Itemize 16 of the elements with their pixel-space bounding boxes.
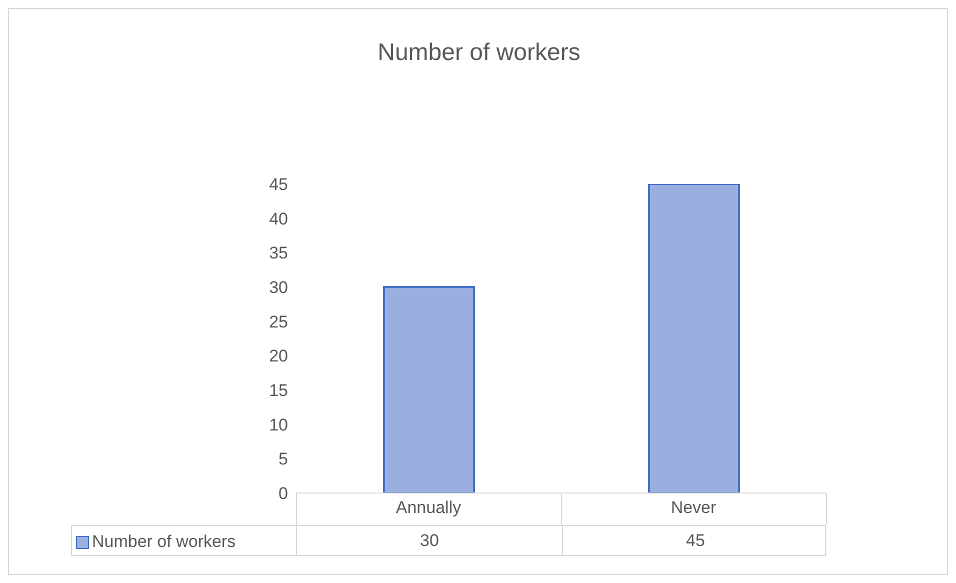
x-tick-label: Annually	[396, 498, 462, 518]
chart-title: Number of workers	[376, 39, 582, 67]
y-tick-label: 30	[269, 278, 288, 298]
y-tick-label: 15	[269, 381, 288, 400]
x-tick-label: Never	[670, 498, 717, 518]
y-tick-label: 10	[269, 415, 288, 434]
y-tick-label: 35	[269, 244, 288, 263]
legend-label: Number of workers	[92, 532, 236, 552]
y-tick-label: 0	[278, 484, 288, 504]
y-tick-label: 40	[269, 209, 288, 228]
y-tick-label: 25	[269, 312, 288, 332]
y-tick-label: 20	[269, 346, 288, 366]
y-tick-label: 5	[278, 450, 288, 469]
data-label: 30	[419, 530, 440, 552]
y-tick-label: 45	[269, 175, 288, 194]
data-label: 45	[562, 526, 828, 555]
